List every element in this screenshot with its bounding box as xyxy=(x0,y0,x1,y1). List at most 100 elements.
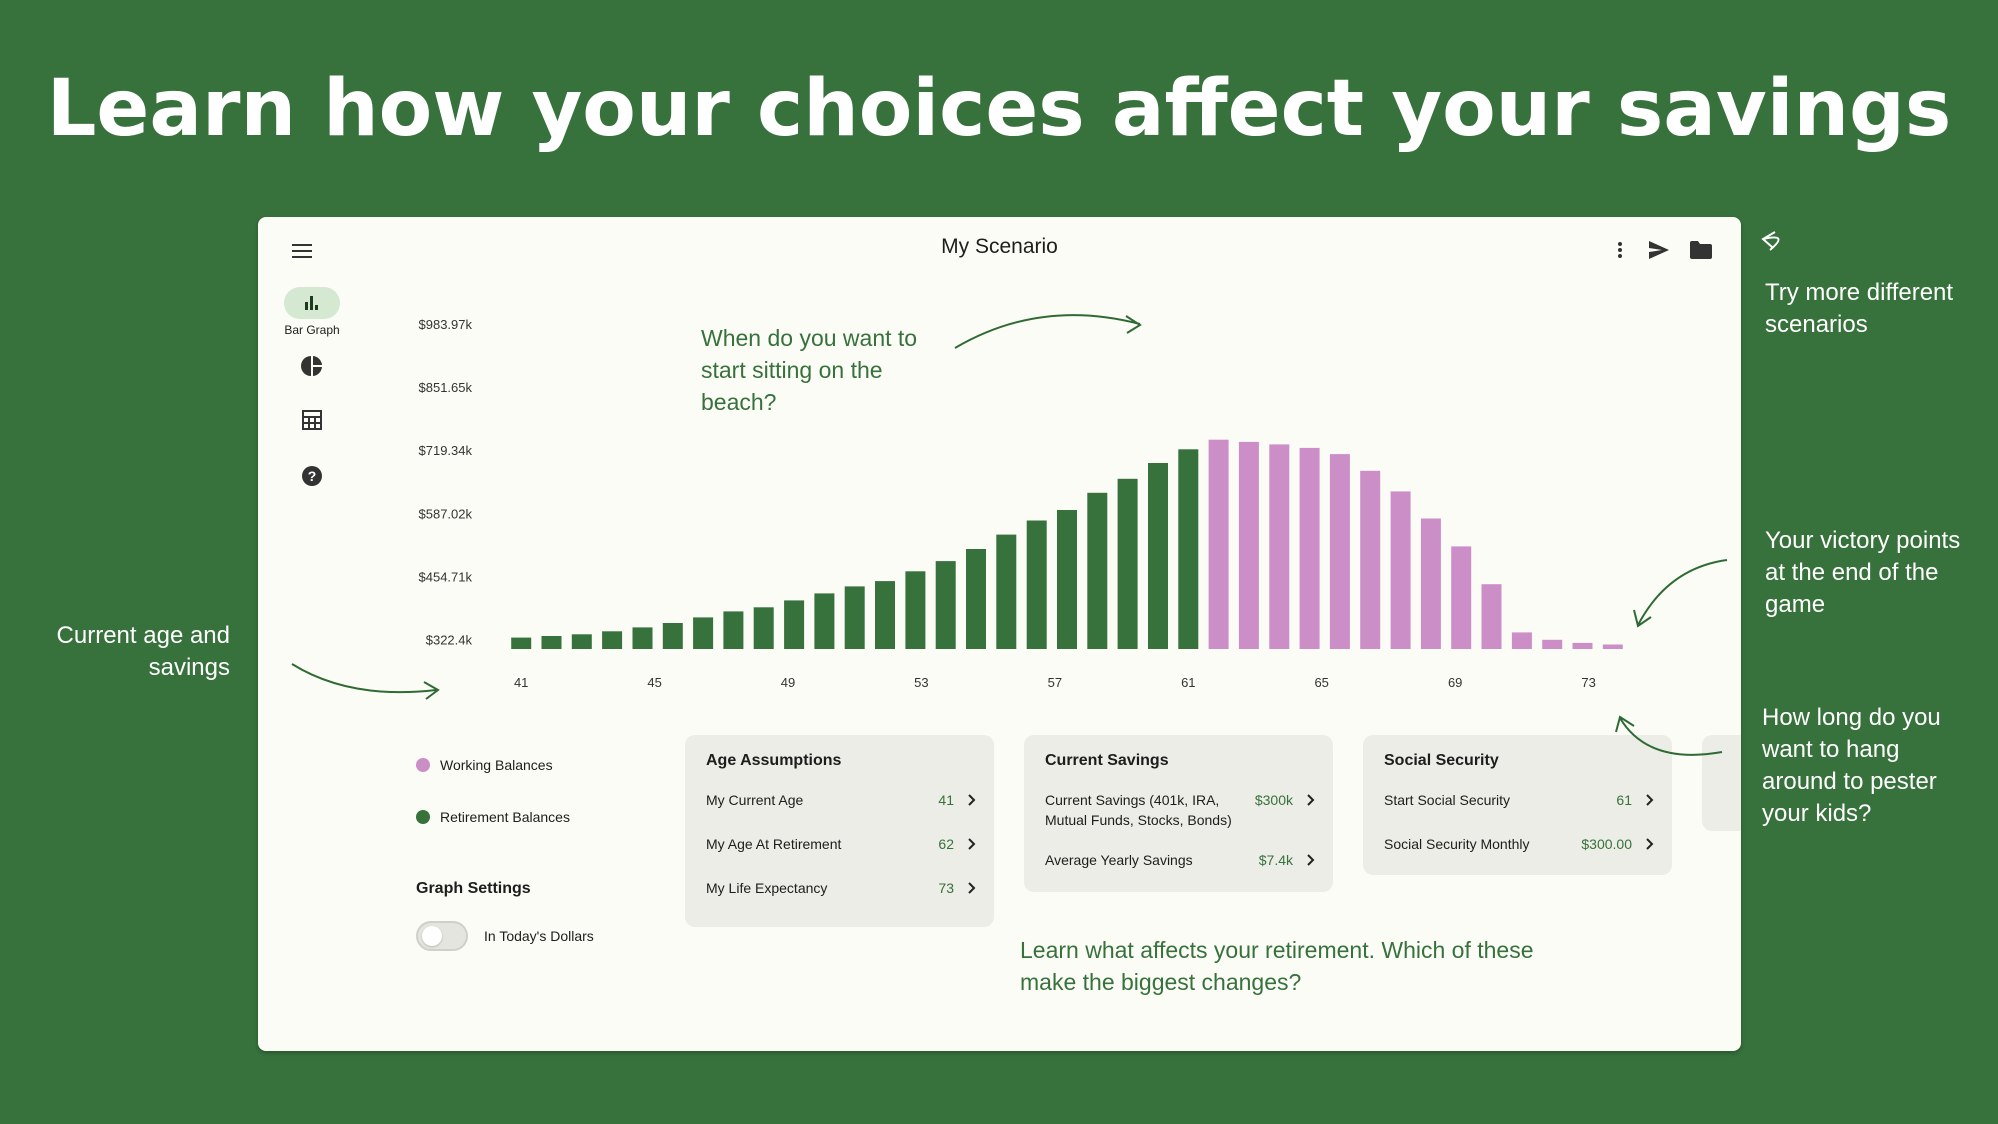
bar-11[interactable] xyxy=(845,586,865,649)
legend-retirement-swatch xyxy=(416,810,430,824)
bar-35[interactable] xyxy=(1573,643,1593,649)
x-tick-label: 53 xyxy=(914,675,928,690)
app-window: My Scenario Bar Graph ? $983.97k $851.65k… xyxy=(258,217,1741,1051)
next-card-peek[interactable] xyxy=(1702,735,1741,831)
bar-34[interactable] xyxy=(1542,640,1562,649)
chevron-right-icon xyxy=(1642,834,1658,854)
y-tick-label: $454.71k xyxy=(419,569,473,584)
chevron-right-icon xyxy=(964,790,980,810)
age-assumptions-title: Age Assumptions xyxy=(706,752,841,770)
y-tick-label: $322.4k xyxy=(426,633,473,648)
bar-15[interactable] xyxy=(966,549,986,649)
note-victory: Your victory points at the end of the ga… xyxy=(1765,525,1965,621)
x-tick-label: 69 xyxy=(1448,675,1462,690)
bar-27[interactable] xyxy=(1330,454,1350,649)
bar-19[interactable] xyxy=(1087,493,1107,649)
bar-1[interactable] xyxy=(542,636,562,649)
bar-13[interactable] xyxy=(905,571,925,649)
bar-36[interactable] xyxy=(1603,645,1623,650)
row-life-expectancy[interactable]: My Life Expectancy 73 xyxy=(706,878,980,898)
bar-24[interactable] xyxy=(1239,442,1259,649)
row-yearly-savings[interactable]: Average Yearly Savings $7.4k xyxy=(1045,850,1319,870)
bar-25[interactable] xyxy=(1269,444,1289,649)
legend-working-swatch xyxy=(416,758,430,772)
bar-7[interactable] xyxy=(723,611,743,649)
bar-23[interactable] xyxy=(1209,440,1229,649)
current-savings-card: Current Savings Current Savings (401k, I… xyxy=(1024,735,1333,892)
chevron-right-icon xyxy=(1303,790,1319,810)
bar-3[interactable] xyxy=(602,631,622,649)
arrow-try-scenarios xyxy=(1763,232,1779,250)
bar-10[interactable] xyxy=(814,593,834,649)
bar-21[interactable] xyxy=(1148,463,1168,649)
row-social-security-monthly[interactable]: Social Security Monthly $300.00 xyxy=(1384,834,1658,854)
x-tick-label: 45 xyxy=(647,675,661,690)
bar-2[interactable] xyxy=(572,634,592,649)
x-tick-label: 57 xyxy=(1048,675,1062,690)
todays-dollars-toggle[interactable] xyxy=(416,921,468,951)
bar-18[interactable] xyxy=(1057,510,1077,649)
bar-28[interactable] xyxy=(1360,471,1380,649)
bar-5[interactable] xyxy=(663,623,683,649)
bar-chart-svg: $983.97k $851.65k $719.34k $587.02k $454.71k… xyxy=(258,217,1741,717)
y-tick-label: $851.65k xyxy=(419,380,473,395)
bar-17[interactable] xyxy=(1027,521,1047,650)
y-tick-label: $587.02k xyxy=(419,506,473,521)
bar-0[interactable] xyxy=(511,638,531,649)
note-try-scenarios: Try more different scenarios xyxy=(1765,277,1975,341)
headline: Learn how your choices affect your savin… xyxy=(0,64,1998,154)
row-value: 61 xyxy=(1616,790,1632,810)
chevron-right-icon xyxy=(964,878,980,898)
bar-20[interactable] xyxy=(1118,479,1138,649)
bar-12[interactable] xyxy=(875,581,895,649)
bar-33[interactable] xyxy=(1512,632,1532,649)
row-label: Start Social Security xyxy=(1384,790,1616,810)
note-hang-around: How long do you want to hang around to p… xyxy=(1762,702,1962,830)
row-value: 73 xyxy=(938,878,954,898)
legend-retirement: Retirement Balances xyxy=(416,809,570,825)
bar-6[interactable] xyxy=(693,617,713,649)
chevron-right-icon xyxy=(964,834,980,854)
bar-30[interactable] xyxy=(1421,519,1441,650)
current-savings-title: Current Savings xyxy=(1045,752,1169,770)
x-tick-label: 73 xyxy=(1581,675,1595,690)
toggle-knob xyxy=(422,926,442,946)
bar-32[interactable] xyxy=(1482,584,1502,649)
chevron-right-icon xyxy=(1642,790,1658,810)
legend-working-label: Working Balances xyxy=(440,757,553,773)
row-current-age[interactable]: My Current Age 41 xyxy=(706,790,980,810)
chevron-right-icon xyxy=(1303,850,1319,870)
row-value: $7.4k xyxy=(1259,850,1293,870)
row-value: 41 xyxy=(938,790,954,810)
row-label: Average Yearly Savings xyxy=(1045,850,1259,870)
graph-settings-title: Graph Settings xyxy=(416,880,531,898)
bar-22[interactable] xyxy=(1178,449,1198,649)
x-tick-label: 65 xyxy=(1314,675,1328,690)
row-start-social-security[interactable]: Start Social Security 61 xyxy=(1384,790,1658,810)
row-label: Current Savings (401k, IRA, Mutual Funds… xyxy=(1045,790,1255,830)
bar-16[interactable] xyxy=(996,535,1016,649)
todays-dollars-label: In Today's Dollars xyxy=(484,928,594,944)
row-value: $300.00 xyxy=(1581,834,1632,854)
row-retirement-age[interactable]: My Age At Retirement 62 xyxy=(706,834,980,854)
bar-29[interactable] xyxy=(1391,491,1411,649)
bar-31[interactable] xyxy=(1451,546,1471,649)
bar-4[interactable] xyxy=(633,627,653,649)
x-tick-label: 49 xyxy=(781,675,795,690)
bar-14[interactable] xyxy=(936,561,956,649)
row-label: My Age At Retirement xyxy=(706,834,938,854)
row-label: My Current Age xyxy=(706,790,938,810)
row-current-savings[interactable]: Current Savings (401k, IRA, Mutual Funds… xyxy=(1045,790,1319,830)
y-tick-label: $719.34k xyxy=(419,443,473,458)
note-affects: Learn what affects your retirement. Whic… xyxy=(1020,934,1540,998)
legend-working: Working Balances xyxy=(416,757,553,773)
bar-26[interactable] xyxy=(1300,448,1320,649)
x-tick-label: 61 xyxy=(1181,675,1195,690)
y-tick-label: $983.97k xyxy=(419,317,473,332)
bar-8[interactable] xyxy=(754,607,774,649)
row-label: My Life Expectancy xyxy=(706,878,938,898)
note-current-age: Current age and savings xyxy=(40,620,230,684)
bar-9[interactable] xyxy=(784,600,804,649)
social-security-title: Social Security xyxy=(1384,752,1499,770)
note-beach: When do you want to start sitting on the… xyxy=(701,322,961,418)
